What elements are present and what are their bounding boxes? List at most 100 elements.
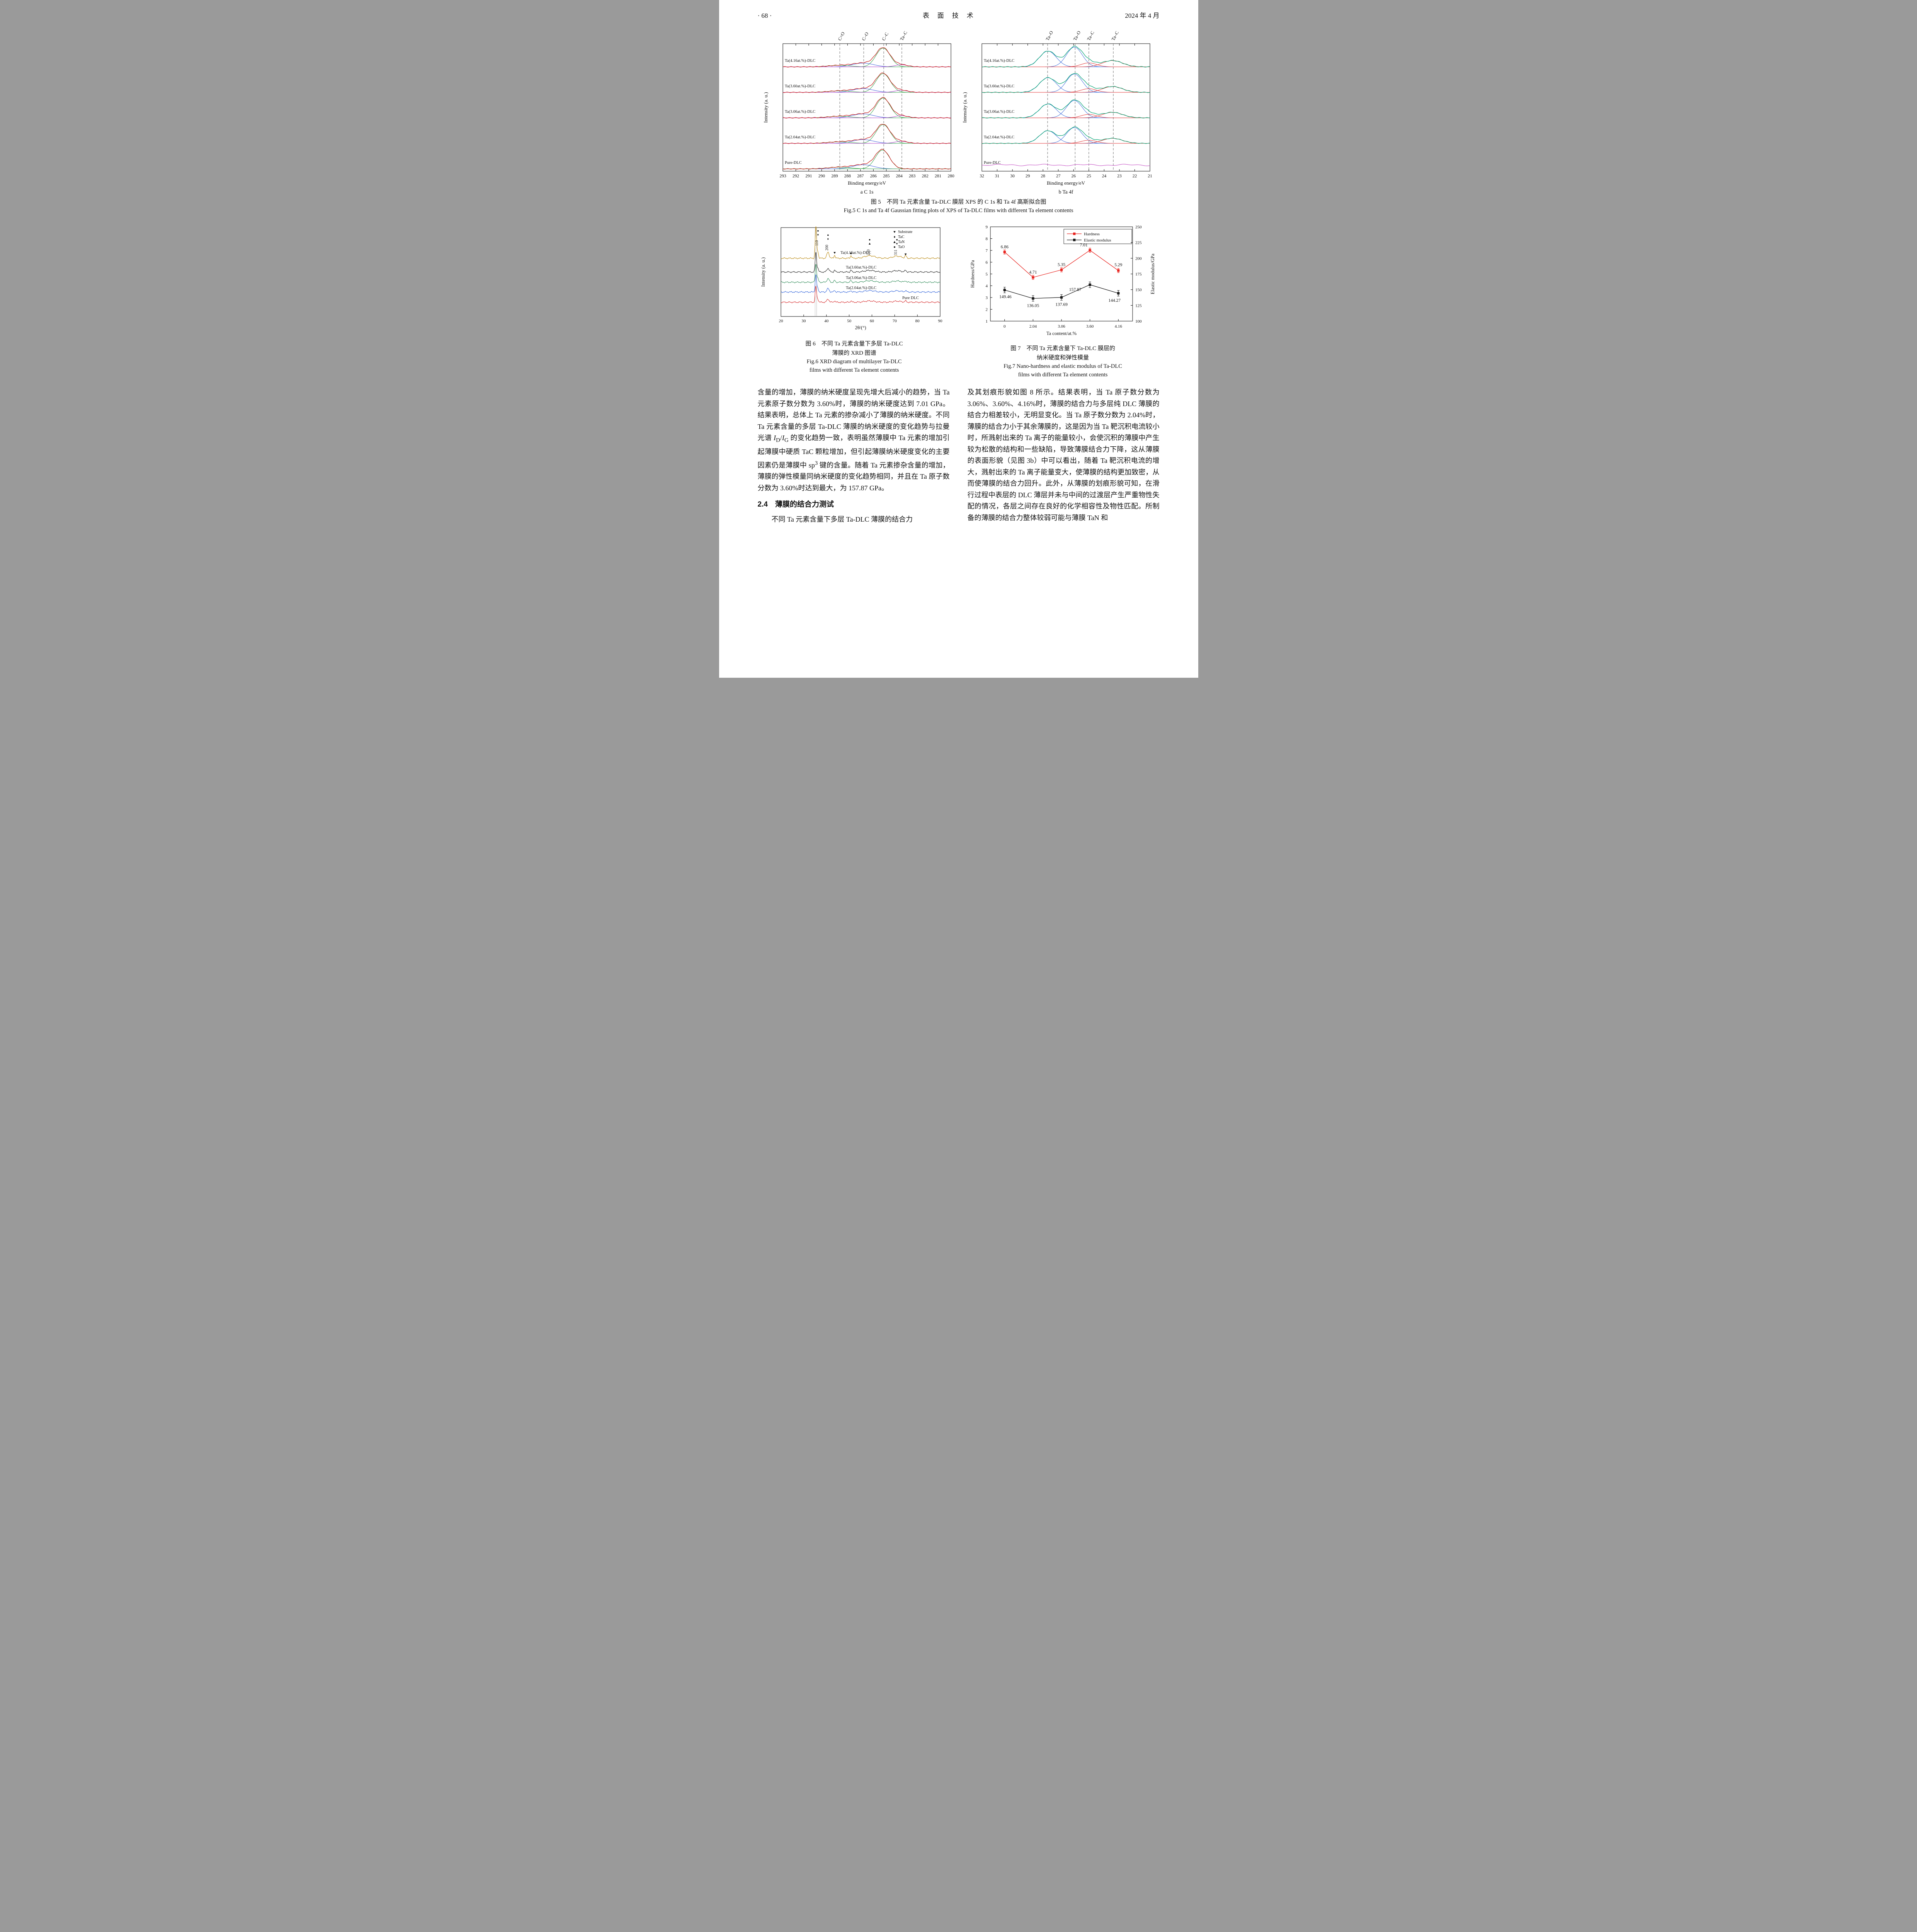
svg-text:149.46: 149.46 [999,294,1011,299]
svg-text:29: 29 [1025,174,1030,179]
svg-text:♥: ♥ [893,230,896,234]
svg-text:♦: ♦ [827,237,829,241]
figure-6-caption-en-1: Fig.6 XRD diagram of multilayer Ta-DLC [806,358,902,365]
svg-text:4.16: 4.16 [1114,324,1122,329]
svg-text:5.29: 5.29 [1114,263,1122,267]
svg-text:26: 26 [1071,174,1076,179]
svg-text:Ta(2.04at.%)-DLC: Ta(2.04at.%)-DLC [984,135,1014,139]
svg-text:Intensity (a. u.): Intensity (a. u.) [763,92,769,122]
svg-text:200: 200 [1135,256,1142,261]
svg-text:Binding energy/eV: Binding energy/eV [1046,180,1085,186]
svg-text:Ta(2.04at.%)-DLC: Ta(2.04at.%)-DLC [785,135,815,139]
svg-text:293: 293 [779,174,786,179]
figure-6-caption-en-2: films with different Ta element contents [809,367,899,373]
page-header: · 68 · 表 面 技 术 2024 年 4 月 [758,10,1160,20]
svg-text:150: 150 [1135,287,1142,292]
svg-text:Ta–C: Ta–C [899,30,908,41]
svg-text:284: 284 [896,174,903,179]
svg-text:Pure-DLC: Pure-DLC [785,161,802,165]
figure-6-caption-cn-1: 图 6 不同 Ta 元素含量下多层 Ta-DLC [805,340,903,347]
svg-text:3.06: 3.06 [1058,324,1065,329]
svg-text:●: ● [827,233,829,237]
figure-7-caption-cn-2: 纳米硬度和弹性模量 [1036,354,1089,361]
svg-text:8: 8 [985,236,988,241]
svg-text:200: 200 [825,245,829,250]
svg-text:3: 3 [985,296,988,300]
svg-text:90: 90 [938,319,943,323]
svg-text:Ta(3.60at.%)-DLC: Ta(3.60at.%)-DLC [785,84,815,88]
svg-text:♦: ♦ [896,242,898,245]
figure-5: C=O C–O C–C Ta–C 293 292 291 290 289 288 287 286 285… [758,24,1160,215]
left-column: 含量的增加，薄膜的纳米硬度呈现先增大后减小的趋势，当 Ta 元素原子数分数为 3… [758,387,950,525]
svg-text:40: 40 [824,319,829,323]
body-paragraph-continuation: 含量的增加，薄膜的纳米硬度呈现先增大后减小的趋势，当 Ta 元素原子数分数为 3… [757,388,950,492]
svg-text:6.86: 6.86 [1000,245,1008,249]
svg-text:282: 282 [922,174,929,179]
svg-text:Ta(2.04at.%)-DLC: Ta(2.04at.%)-DLC [846,286,876,290]
journal-page: · 68 · 表 面 技 术 2024 年 4 月 C=O C–O C–C Ta–C 2… [719,0,1198,678]
svg-text:Elastic modulus: Elastic modulus [1084,238,1111,243]
svg-text:32: 32 [980,174,984,179]
svg-text:Ta(3.60at.%)-DLC: Ta(3.60at.%)-DLC [984,84,1014,88]
svg-text:23: 23 [1117,174,1122,179]
page-content: · 68 · 表 面 技 术 2024 年 4 月 C=O C–O C–C Ta–C 2… [719,0,1198,525]
svg-text:C–C: C–C [881,31,890,41]
svg-text:Binding energy/eV: Binding energy/eV [847,180,886,186]
svg-text:311: 311 [894,249,898,255]
svg-text:Ta(3.60at.%)-DLC: Ta(3.60at.%)-DLC [846,265,876,270]
page-number: · 68 · [757,12,772,19]
svg-text:3.60: 3.60 [1086,324,1094,329]
svg-text:●: ● [893,245,896,249]
svg-text:24: 24 [1102,174,1106,179]
svg-text:50: 50 [847,319,852,323]
body-paragraph: 不同 Ta 元素含量下多层 Ta-DLC 薄膜的结合力 [771,515,913,523]
svg-text:Ta–C: Ta–C [1086,30,1095,41]
right-column: 及其划痕形貌如图 8 所示。结果表明，当 Ta 原子数分数为 3.06%、3.6… [968,387,1160,525]
xrd-chart: 20 30 40 50 60 70 80 90 2θ/(°) Intensity (a. u.) T… [760,226,943,330]
svg-text:288: 288 [844,174,851,179]
svg-text:289: 289 [831,174,838,179]
svg-text:20: 20 [779,319,784,323]
svg-text:290: 290 [818,174,825,179]
svg-text:Intensity (a. u.): Intensity (a. u.) [962,92,968,122]
svg-text:Ta(4.16at.%)-DLC: Ta(4.16at.%)-DLC [840,251,871,255]
journal-title: 表 面 技 术 [922,12,974,19]
svg-text:●: ● [817,229,819,233]
svg-text:♥: ♥ [833,251,836,255]
svg-text:♦: ♦ [817,233,819,236]
svg-text:80: 80 [915,319,920,323]
svg-text:31: 31 [995,174,999,179]
svg-text:6: 6 [985,260,988,265]
svg-text:a C 1s: a C 1s [860,189,873,195]
svg-text:220: 220 [867,249,871,255]
svg-text:100: 100 [1135,319,1142,324]
figure-5-panels: C=O C–O C–C Ta–C 293 292 291 290 289 288 287 286 285… [758,24,1160,197]
svg-text:7: 7 [985,248,988,253]
svg-text:70: 70 [893,319,897,323]
svg-text:b Ta 4f: b Ta 4f [1058,189,1073,195]
svg-text:Ta–O: Ta–O [1072,30,1082,41]
svg-text:283: 283 [908,174,915,179]
svg-text:175: 175 [1135,272,1142,277]
svg-text:●: ● [896,238,898,242]
svg-text:125: 125 [1135,303,1142,308]
figure-7-caption-cn-1: 图 7 不同 Ta 元素含量下 Ta-DLC 膜层的 [1010,345,1115,352]
svg-text:30: 30 [1010,174,1015,179]
svg-text:225: 225 [1135,240,1142,245]
svg-text:2: 2 [985,307,988,312]
svg-text:30: 30 [801,319,806,323]
figure-7-caption-en-2: films with different Ta element contents [1018,371,1108,378]
svg-text:60: 60 [870,319,874,323]
svg-text:2.04: 2.04 [1029,324,1037,329]
svg-text:281: 281 [934,174,941,179]
svg-text:21: 21 [1148,174,1152,179]
svg-text:110: 110 [815,240,819,246]
svg-text:♦: ♦ [894,235,896,239]
figure-6-caption: 图 6 不同 Ta 元素含量下多层 Ta-DLC 薄膜的 XRD 图谱 Fig.… [758,339,951,375]
svg-text:5.35: 5.35 [1057,262,1065,267]
svg-text:Pure DLC: Pure DLC [902,296,919,300]
figure-5-caption: 图 5 不同 Ta 元素含量 Ta-DLC 膜层 XPS 的 C 1s 和 Ta… [758,197,1160,215]
figure-5-caption-en: Fig.5 C 1s and Ta 4f Gaussian fitting pl… [844,207,1073,214]
body-paragraph-continuation: 及其划痕形貌如图 8 所示。结果表明，当 Ta 原子数分数为 3.06%、3.6… [967,388,1160,522]
body-text: 含量的增加，薄膜的纳米硬度呈现先增大后减小的趋势，当 Ta 元素原子数分数为 3… [758,387,1160,525]
